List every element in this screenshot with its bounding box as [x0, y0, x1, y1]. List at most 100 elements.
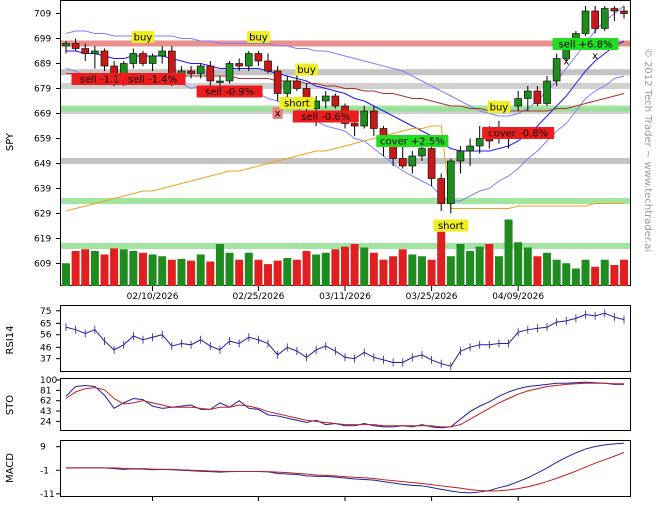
candle-body — [225, 63, 234, 82]
annotation-label: buy — [134, 33, 153, 44]
candle-body — [206, 65, 215, 82]
volume-bar — [408, 254, 417, 286]
volume-layer — [62, 219, 628, 286]
stochastic-y-tick-label: 24 — [40, 417, 52, 427]
candle-body — [293, 80, 301, 89]
volume-bar — [100, 254, 109, 286]
signal-annotation-buy: buy — [295, 63, 318, 76]
signal-annotation-layer: buy sell -1.1%sell -1.4% buy sell -0.9% x buy… — [71, 31, 619, 232]
price-band-5 — [61, 198, 630, 204]
copyright-watermark: © 2012 Tech Trader ~ www.techtrader.ai — [642, 48, 653, 252]
volume-bar — [273, 260, 282, 286]
signal-annotation-buy: buy — [487, 101, 511, 114]
candle-body — [254, 53, 263, 62]
annotation-background — [247, 31, 270, 43]
axis-ticks-layer: 60961962963964965966967968969970902/10/2… — [34, 10, 544, 501]
volume-bar — [466, 251, 475, 286]
rsi-y-tick-label: 65 — [40, 319, 51, 329]
candle-body — [447, 160, 455, 204]
candle-body — [360, 110, 369, 127]
price-band-2 — [61, 83, 630, 89]
volume-bar — [571, 268, 580, 286]
volume-bar — [177, 258, 186, 286]
volume-bar — [196, 254, 205, 286]
price-y-tick-label: 709 — [34, 10, 51, 20]
volume-bar — [562, 263, 571, 286]
volume-bar — [552, 259, 561, 286]
macd-axis-label: MACD — [5, 453, 16, 483]
lower-panels-layer — [65, 309, 625, 494]
candle-body — [321, 95, 330, 102]
signal-annotation-cover-red: cover -0.8% — [482, 127, 555, 140]
volume-bar — [504, 219, 513, 286]
annotation-background — [433, 219, 469, 232]
volume-bar — [446, 256, 455, 286]
price-y-tick-label: 699 — [34, 35, 51, 45]
signal-annotation-sell: sell -0.9% — [196, 85, 263, 98]
price-y-tick-label: 659 — [34, 135, 51, 145]
candle-body — [148, 55, 157, 64]
volume-bar — [187, 260, 196, 286]
x-tick-label: 02/10/2026 — [127, 292, 179, 302]
price-indicator-line-1 — [65, 5, 625, 117]
volume-bar — [302, 251, 311, 286]
annotation-background — [119, 73, 186, 85]
price-indicator-line-4 — [65, 125, 624, 212]
annotation-background — [131, 31, 155, 43]
signal-annotation-x-green: x — [563, 57, 569, 68]
candle-body — [370, 110, 378, 129]
stochastic-axis-label: STO — [5, 395, 16, 415]
candle-body — [196, 65, 205, 74]
price-y-tick-label: 679 — [34, 85, 51, 95]
candle-body — [81, 48, 90, 54]
signal-annotation-sell: sell -1.4% — [119, 73, 186, 86]
candle-body — [437, 178, 446, 204]
annotation-label: cover +2.5% — [380, 137, 445, 148]
candle-body — [139, 53, 147, 64]
price-y-tick-label: 689 — [34, 60, 51, 70]
rsi-y-tick-label: 56 — [40, 331, 52, 341]
candle-body — [389, 145, 397, 159]
rsi-y-tick-label: 46 — [40, 343, 52, 353]
signal-annotation-sell-green: sell +6.8% — [552, 38, 619, 51]
annotation-label: x — [592, 51, 598, 62]
volume-bar — [62, 263, 70, 286]
volume-bar — [494, 256, 503, 286]
candle-body — [158, 50, 167, 57]
price-y-tick-label: 649 — [34, 160, 51, 170]
annotation-label: x — [563, 57, 569, 68]
volume-bar — [90, 251, 99, 286]
macd-line-1 — [66, 451, 625, 492]
volume-bar — [148, 254, 157, 286]
volume-bar — [398, 249, 407, 286]
annotation-background — [279, 97, 315, 109]
stochastic-panel-frame — [60, 378, 631, 431]
annotation-label: x — [275, 109, 281, 120]
volume-bar — [119, 249, 128, 286]
signal-annotation-buy: buy — [131, 31, 155, 44]
macd-panel-frame — [60, 440, 631, 497]
x-tick-label: 02/25/2026 — [232, 292, 284, 302]
annotation-background — [487, 101, 511, 113]
candle-body — [331, 95, 340, 107]
candle-body — [475, 138, 484, 147]
annotation-background — [272, 107, 283, 119]
candle-body — [591, 10, 599, 29]
x-tick-label: 03/25/2026 — [406, 292, 458, 302]
volume-bar — [321, 252, 330, 286]
macd-y-tick-label: -11 — [40, 490, 55, 500]
candle-body — [581, 10, 590, 34]
volume-bar — [543, 252, 552, 286]
stochastic-y-tick-label: 81 — [40, 386, 51, 396]
volume-bar — [81, 249, 90, 286]
annotation-label: buy — [297, 65, 316, 76]
volume-bar — [129, 251, 138, 286]
volume-bar — [350, 244, 359, 286]
annotation-label: buy — [490, 103, 509, 114]
price-band-4 — [61, 158, 630, 164]
price-panel-frame — [60, 0, 631, 286]
candle-body — [466, 145, 474, 152]
volume-bar — [292, 259, 301, 286]
candle-body — [244, 53, 253, 67]
